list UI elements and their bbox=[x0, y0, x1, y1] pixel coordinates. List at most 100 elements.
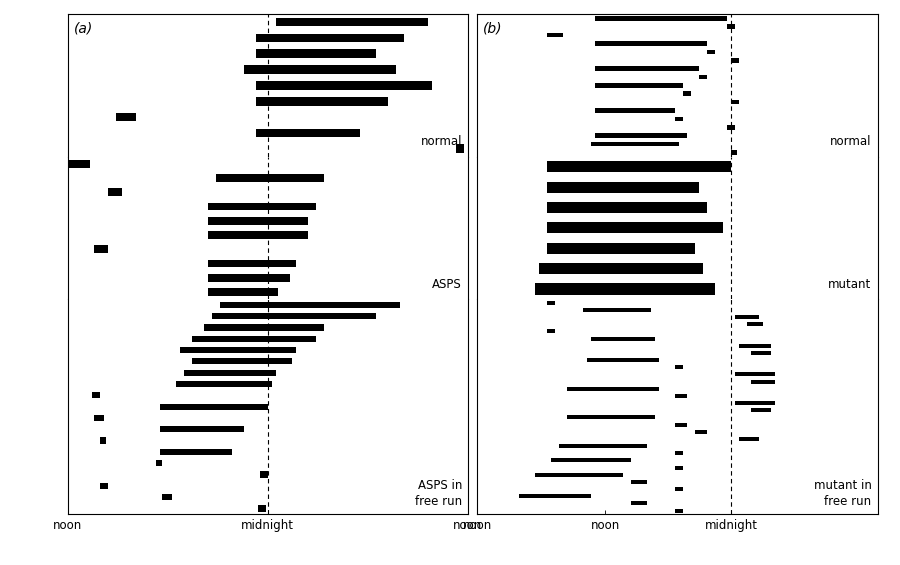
Bar bbox=[547, 202, 707, 213]
Bar bbox=[567, 415, 655, 419]
Bar bbox=[675, 487, 683, 491]
Bar bbox=[184, 370, 275, 376]
Text: ASPS: ASPS bbox=[432, 277, 462, 290]
Bar bbox=[591, 142, 680, 146]
Bar bbox=[732, 58, 739, 63]
Bar bbox=[551, 458, 631, 462]
Bar bbox=[108, 188, 122, 196]
Bar bbox=[92, 392, 100, 398]
Bar bbox=[208, 231, 308, 239]
Bar bbox=[752, 408, 771, 412]
Bar bbox=[115, 112, 136, 121]
Bar bbox=[203, 324, 324, 331]
Bar bbox=[631, 480, 647, 484]
Bar bbox=[675, 394, 688, 398]
Bar bbox=[256, 128, 360, 137]
Bar bbox=[559, 444, 647, 448]
Bar bbox=[208, 217, 308, 225]
Bar bbox=[727, 24, 735, 29]
Bar bbox=[583, 308, 652, 312]
Bar bbox=[595, 66, 699, 71]
Bar bbox=[244, 65, 396, 74]
Text: mutant: mutant bbox=[828, 277, 871, 290]
Bar bbox=[256, 97, 388, 106]
Text: mutant in
free run: mutant in free run bbox=[814, 479, 871, 508]
Bar bbox=[256, 49, 376, 58]
Bar bbox=[595, 108, 675, 113]
Text: normal: normal bbox=[830, 135, 871, 148]
Bar bbox=[216, 174, 324, 182]
Bar bbox=[536, 284, 716, 294]
Bar bbox=[675, 451, 683, 455]
Bar bbox=[739, 437, 760, 441]
Bar bbox=[735, 315, 760, 319]
Bar bbox=[159, 403, 268, 410]
Bar bbox=[547, 301, 555, 305]
Text: ASPS in
free run: ASPS in free run bbox=[415, 479, 462, 508]
Text: (b): (b) bbox=[483, 21, 502, 35]
Text: (a): (a) bbox=[74, 21, 93, 35]
Bar bbox=[547, 161, 732, 172]
Bar bbox=[683, 92, 691, 96]
Bar bbox=[192, 358, 292, 364]
Bar bbox=[595, 133, 688, 138]
Bar bbox=[747, 322, 763, 326]
Bar bbox=[735, 372, 776, 376]
Bar bbox=[257, 505, 266, 511]
Bar bbox=[595, 41, 707, 46]
Bar bbox=[519, 494, 591, 498]
Bar bbox=[547, 242, 696, 254]
Bar bbox=[456, 145, 464, 153]
Bar bbox=[547, 33, 563, 37]
Bar bbox=[547, 222, 724, 233]
Bar bbox=[595, 16, 727, 20]
Bar bbox=[675, 423, 688, 427]
Text: normal: normal bbox=[420, 135, 462, 148]
Bar bbox=[68, 160, 89, 168]
Bar bbox=[587, 358, 659, 362]
Bar bbox=[707, 50, 716, 54]
Bar bbox=[208, 288, 278, 296]
Bar bbox=[536, 473, 623, 477]
Bar bbox=[159, 449, 231, 455]
Bar bbox=[156, 460, 162, 466]
Bar bbox=[176, 381, 272, 387]
Bar bbox=[94, 415, 104, 421]
Bar bbox=[220, 302, 400, 308]
Bar bbox=[547, 181, 699, 193]
Bar bbox=[567, 387, 659, 391]
Bar bbox=[180, 347, 296, 353]
Bar bbox=[275, 18, 428, 27]
Bar bbox=[675, 365, 683, 369]
Bar bbox=[675, 508, 683, 512]
Bar bbox=[727, 125, 735, 129]
Bar bbox=[100, 483, 108, 489]
Bar bbox=[752, 380, 776, 384]
Bar bbox=[591, 337, 655, 341]
Bar bbox=[192, 336, 316, 342]
Bar bbox=[256, 33, 404, 42]
Bar bbox=[162, 494, 172, 500]
Bar bbox=[675, 466, 683, 470]
Bar bbox=[699, 75, 707, 79]
Bar bbox=[260, 471, 268, 477]
Bar bbox=[94, 245, 108, 253]
Bar bbox=[631, 501, 647, 505]
Bar bbox=[539, 263, 703, 274]
Bar bbox=[732, 150, 737, 155]
Bar bbox=[212, 313, 376, 319]
Bar bbox=[547, 329, 555, 333]
Bar bbox=[739, 344, 771, 347]
Bar bbox=[732, 100, 739, 105]
Bar bbox=[208, 274, 290, 282]
Bar bbox=[752, 351, 771, 355]
Bar bbox=[675, 116, 683, 121]
Bar bbox=[735, 401, 776, 405]
Bar bbox=[208, 203, 316, 210]
Bar bbox=[256, 81, 432, 90]
Bar bbox=[696, 430, 707, 434]
Bar bbox=[595, 83, 683, 88]
Bar bbox=[208, 259, 296, 267]
Bar bbox=[100, 437, 106, 444]
Bar bbox=[159, 426, 244, 432]
